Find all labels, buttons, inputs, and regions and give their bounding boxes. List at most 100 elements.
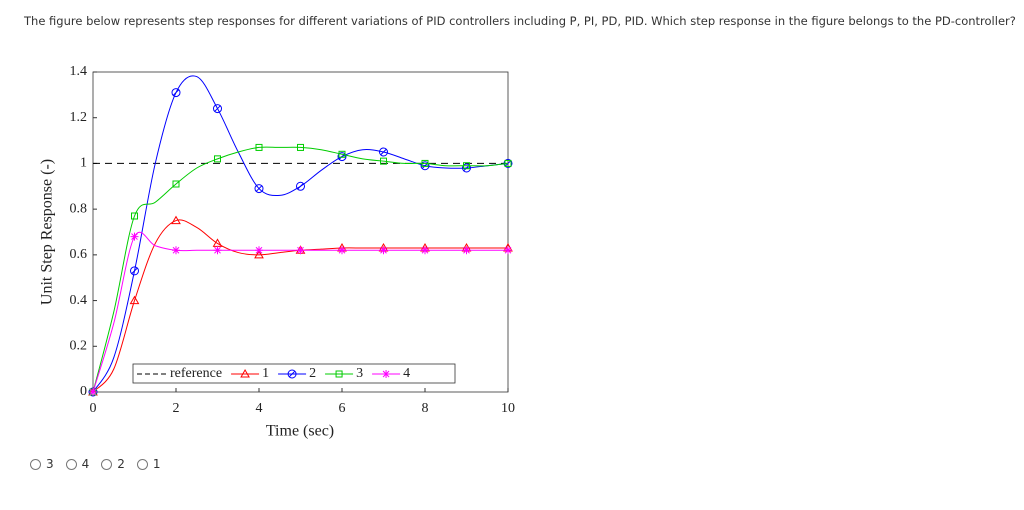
x-tick-label: 8: [422, 401, 429, 416]
marker: [379, 147, 388, 157]
marker-shape: [462, 163, 471, 173]
marker: [254, 184, 264, 194]
marker-shape: [172, 180, 180, 188]
marker-shape: [421, 159, 429, 167]
option[interactable]: 3: [30, 457, 54, 471]
marker: [382, 370, 391, 378]
series-line: [92, 146, 509, 393]
legend-label: reference: [170, 366, 222, 381]
marker-shape: [379, 147, 388, 157]
marker-shape: [130, 232, 139, 241]
marker: [213, 246, 222, 255]
marker-shape: [171, 88, 181, 98]
legend: reference 1 2 3 4: [132, 363, 456, 384]
marker-shape: [129, 295, 140, 305]
option[interactable]: 1: [136, 457, 161, 471]
marker: [214, 155, 221, 163]
marker: [379, 246, 388, 255]
plot-frame: [92, 71, 509, 393]
y-tick-label: 0.6: [70, 247, 88, 262]
marker-shape: [240, 368, 250, 378]
radio-button[interactable]: [30, 458, 41, 470]
marker-shape: [214, 155, 221, 163]
marker-shape: [297, 182, 304, 190]
marker-shape: [254, 184, 264, 194]
marker: [130, 232, 139, 241]
marker-shape: [213, 246, 222, 255]
marker-shape: [287, 369, 297, 379]
marker-shape: [338, 150, 346, 158]
marker: [172, 180, 180, 188]
marker: [240, 368, 250, 378]
marker-shape: [172, 246, 180, 255]
marker-shape: [380, 157, 387, 165]
marker: [504, 246, 512, 255]
chart: Time (sec) Unit Step Response (-) 0 0.2 0.…: [39, 64, 515, 440]
marker: [338, 150, 346, 158]
marker-shape: [420, 161, 430, 171]
options: 3 4 2 1: [30, 457, 161, 471]
radio-button[interactable]: [136, 458, 148, 470]
marker-shape: [335, 370, 343, 378]
marker: [171, 88, 181, 98]
marker-shape: [297, 143, 304, 151]
x-axis-label: Time (sec): [266, 423, 334, 440]
radio-button[interactable]: [101, 458, 113, 470]
marker-shape: [421, 246, 429, 255]
marker: [421, 246, 429, 255]
marker: [297, 143, 304, 151]
option[interactable]: 2: [101, 457, 125, 471]
y-tick-label: 1.2: [70, 110, 88, 125]
marker: [171, 215, 181, 225]
marker: [296, 181, 305, 191]
marker-shape: [338, 246, 346, 255]
marker-shape: [379, 246, 388, 255]
marker: [338, 246, 346, 255]
y-tick-label: 0.2: [70, 339, 88, 354]
marker-shape: [380, 148, 387, 156]
marker-shape: [337, 152, 347, 162]
marker-shape: [89, 388, 97, 396]
option-label[interactable]: 2: [117, 457, 125, 471]
option-label[interactable]: 3: [46, 457, 54, 471]
marker-shape: [463, 162, 470, 170]
marker: [287, 369, 297, 379]
marker-shape: [213, 104, 222, 114]
marker: [129, 295, 140, 305]
x-tick-label: 0: [90, 401, 97, 416]
marker-shape: [255, 143, 263, 151]
option-label[interactable]: 4: [81, 457, 90, 471]
marker: [131, 212, 138, 220]
option[interactable]: 4: [65, 457, 90, 471]
marker: [462, 246, 471, 255]
marker: [504, 159, 512, 167]
question: The figure below represents step respons…: [24, 14, 1016, 28]
legend-label: 1: [262, 366, 269, 381]
marker-shape: [131, 267, 138, 275]
marker-shape: [296, 246, 305, 255]
marker-shape: [131, 212, 138, 220]
marker-shape: [288, 370, 296, 378]
marker-shape: [462, 246, 471, 255]
marker-shape: [504, 246, 512, 255]
marker-shape: [171, 215, 181, 225]
x-tick-label: 4: [256, 401, 263, 416]
y-tick-label: 0.8: [70, 201, 88, 216]
legend-label: 2: [309, 366, 316, 381]
marker: [335, 370, 343, 378]
marker-shape: [214, 105, 221, 112]
marker: [255, 246, 263, 255]
marker: [296, 246, 305, 255]
marker-shape: [172, 89, 180, 96]
radio-button[interactable]: [65, 458, 77, 470]
marker-shape: [254, 249, 264, 259]
marker: [421, 159, 429, 167]
option-label[interactable]: 1: [152, 457, 161, 471]
marker: [380, 157, 387, 165]
y-tick-label: 1: [80, 156, 87, 171]
marker: [254, 249, 264, 259]
marker-shape: [504, 159, 512, 167]
y-tick-label: 0.4: [70, 293, 88, 308]
marker: [213, 104, 222, 114]
